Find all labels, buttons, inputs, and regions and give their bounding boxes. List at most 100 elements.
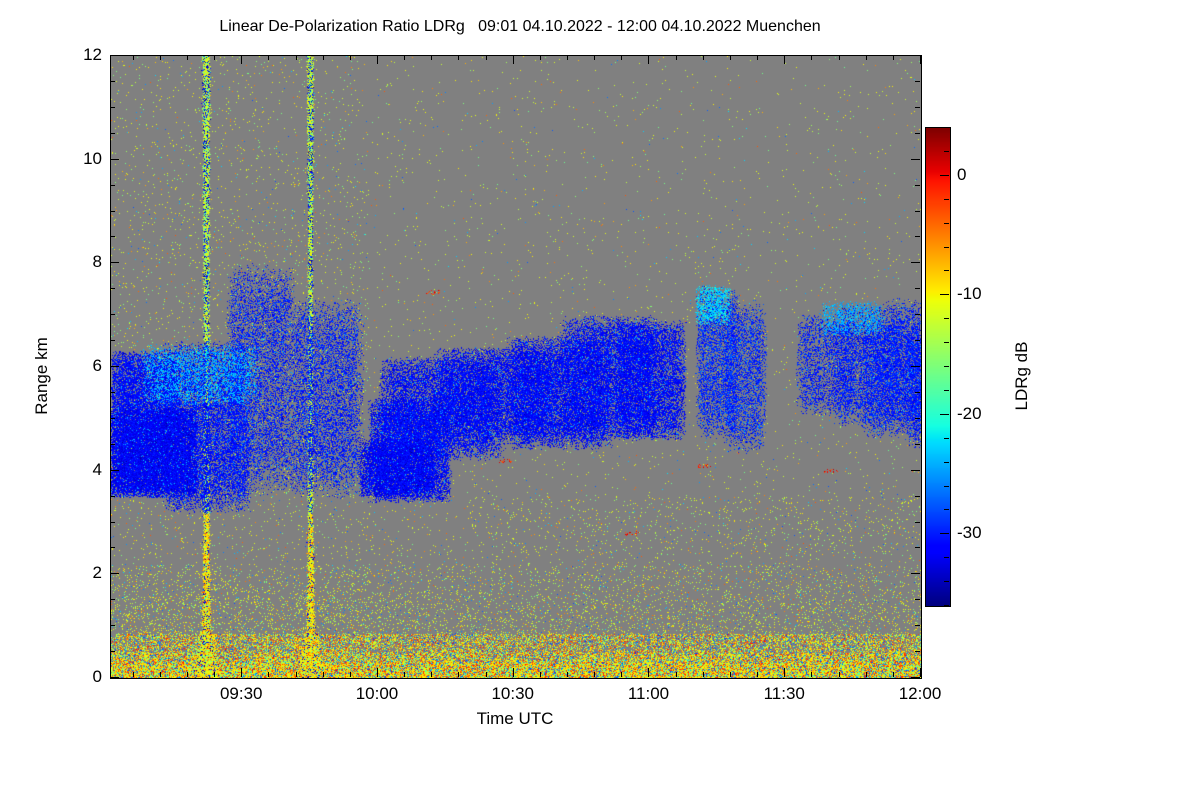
x-tick-label-1200: 12:00	[898, 684, 942, 703]
x-tick-mark	[811, 55, 813, 60]
colorbar-tick-mark	[944, 605, 949, 606]
y-tick-mark	[110, 625, 115, 627]
y-axis-title: Range km	[32, 337, 51, 415]
x-tick-mark	[594, 55, 596, 60]
x-tick-mark	[920, 55, 921, 64]
x-tick-mark	[404, 55, 406, 60]
x-tick-mark	[295, 55, 297, 60]
colorbar-title: LDRg dB	[1012, 341, 1031, 411]
y-tick-mark	[110, 106, 115, 108]
x-tick-label-1100: 11:00	[627, 684, 670, 703]
y-tick-mark	[911, 573, 920, 575]
colorbar-tick-mark	[944, 461, 949, 463]
colorbar-tick-mark	[940, 174, 949, 176]
x-tick-mark	[865, 55, 867, 60]
y-tick-mark	[110, 366, 119, 367]
x-tick-mark	[458, 55, 460, 60]
y-tick-mark	[911, 55, 920, 56]
colorbar[interactable]	[925, 127, 951, 607]
x-tick-label-1130: 11:30	[763, 684, 805, 703]
colorbar-label-0: 0	[957, 164, 967, 184]
y-tick-mark	[911, 158, 920, 160]
y-tick-mark	[110, 80, 115, 82]
y-tick-mark	[110, 521, 115, 523]
x-tick-mark	[376, 668, 378, 677]
x-tick-mark	[729, 672, 731, 677]
x-tick-mark	[865, 672, 867, 677]
y-tick-mark	[110, 158, 119, 160]
colorbar-tick-mark	[944, 222, 949, 224]
y-tick-mark	[915, 443, 920, 445]
x-tick-mark	[648, 668, 650, 677]
x-tick-mark	[838, 672, 840, 677]
x-tick-mark	[159, 672, 161, 677]
x-tick-mark	[539, 55, 541, 60]
y-tick-mark	[915, 521, 920, 523]
x-tick-label-1030: 10:30	[491, 684, 535, 703]
colorbar-tick-mark	[944, 557, 949, 559]
x-tick-mark	[757, 672, 759, 677]
y-tick-mark	[110, 55, 119, 56]
x-tick-mark	[404, 672, 406, 677]
y-tick-mark	[915, 236, 920, 238]
colorbar-tick-mark	[944, 318, 949, 320]
y-tick-mark	[915, 210, 920, 212]
y-tick-mark	[110, 417, 115, 419]
y-tick-label-0: 0	[92, 667, 102, 686]
y-tick-label-group: 0 2 4 6 8 10 12	[56, 0, 102, 800]
y-tick-mark	[110, 262, 119, 264]
x-tick-mark	[214, 672, 216, 677]
y-tick-mark	[110, 288, 115, 290]
y-tick-mark	[915, 288, 920, 290]
y-tick-mark	[110, 184, 115, 186]
x-tick-mark	[702, 672, 704, 677]
y-tick-mark	[110, 443, 115, 445]
x-axis-title: Time UTC	[476, 709, 554, 728]
x-tick-mark	[594, 672, 596, 677]
colorbar-gradient	[926, 128, 950, 606]
y-tick-label-12: 12	[83, 45, 102, 64]
x-tick-mark	[376, 55, 378, 64]
y-tick-label-8: 8	[92, 252, 102, 272]
y-tick-mark	[911, 469, 920, 471]
y-tick-mark	[915, 314, 920, 316]
figure-title: Linear De-Polarization Ratio LDRg 09:01 …	[219, 18, 821, 35]
colorbar-label-neg10: -10	[957, 284, 982, 304]
x-tick-mark	[431, 55, 433, 60]
y-tick-mark	[915, 625, 920, 627]
plot-area[interactable]	[110, 55, 922, 679]
y-tick-mark	[110, 236, 115, 238]
y-tick-mark	[110, 599, 115, 601]
x-tick-mark	[784, 55, 786, 64]
x-tick-mark	[648, 55, 650, 64]
colorbar-tick-mark	[944, 389, 949, 391]
y-tick-mark	[915, 495, 920, 497]
x-tick-label-1000: 10:00	[355, 684, 399, 703]
radar-heatmap-canvas	[111, 56, 921, 678]
colorbar-tick-mark	[940, 413, 949, 415]
y-tick-label-10: 10	[83, 148, 102, 168]
y-tick-mark	[110, 547, 115, 549]
y-tick-mark	[110, 573, 119, 575]
colorbar-tick-mark	[944, 581, 949, 583]
y-tick-mark	[110, 651, 115, 653]
x-tick-mark	[892, 672, 894, 677]
x-tick-mark	[512, 668, 514, 677]
y-tick-mark	[915, 80, 920, 82]
colorbar-tick-mark	[944, 509, 949, 511]
colorbar-tick-mark	[944, 437, 949, 439]
x-tick-mark	[295, 672, 297, 677]
y-tick-mark	[110, 469, 119, 471]
y-tick-label-4: 4	[92, 459, 102, 479]
colorbar-tick-mark	[944, 270, 949, 272]
y-tick-mark	[911, 262, 920, 264]
y-tick-mark	[110, 495, 115, 497]
x-tick-mark	[539, 672, 541, 677]
colorbar-tick-mark	[944, 150, 949, 152]
colorbar-tick-mark	[944, 366, 949, 367]
y-tick-mark	[110, 677, 119, 678]
x-tick-mark	[431, 672, 433, 677]
y-tick-mark	[915, 132, 920, 134]
x-tick-mark	[241, 55, 243, 64]
